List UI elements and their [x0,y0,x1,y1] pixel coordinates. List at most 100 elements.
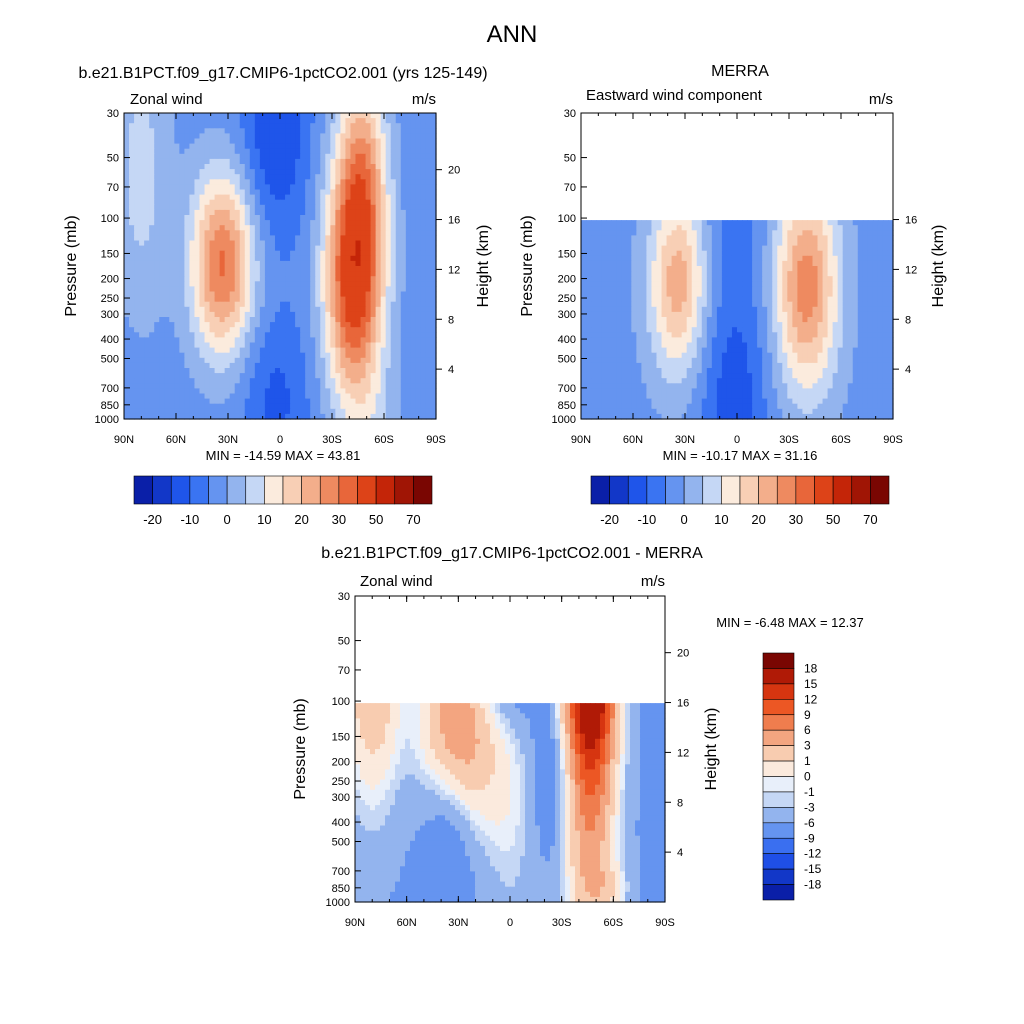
contour-cell [184,332,191,338]
contour-cell [375,306,382,313]
contour-cell [254,113,261,119]
contour-cell [350,225,357,231]
contour-cell [772,220,778,226]
contour-cell [345,301,352,308]
contour-cell [782,245,788,252]
contour-cell [350,291,357,298]
contour-cell [852,306,859,313]
contour-cell [666,286,673,293]
contour-cell [149,373,155,379]
contour-cell [219,373,226,379]
contour-cell [757,225,763,231]
contour-cell [581,286,587,293]
contour-cell [837,291,844,298]
contour-cell [174,215,180,221]
contour-cell [179,158,185,165]
contour-cell [877,301,884,308]
contour-cell [264,276,271,282]
contour-cell [224,408,231,415]
contour-cell [290,230,296,236]
contour-cell [159,337,165,344]
contour-cell [325,209,331,216]
contour-cell [626,306,632,313]
contour-cell [315,260,321,267]
contour-cell [234,220,241,226]
contour-cell [706,266,713,272]
contour-cell [199,413,206,420]
contour-cell [395,403,402,410]
contour-cell [375,342,382,349]
contour-cell [726,240,733,247]
contour-cell [320,408,326,415]
contour-cell [425,123,432,129]
contour-cell [335,383,341,389]
contour-cell [375,230,382,236]
contour-cell [189,362,196,369]
contour-cell [264,362,271,369]
contour-cell [395,327,402,333]
contour-cell [616,271,622,277]
contour-cell [164,342,170,349]
contour-cell [671,306,678,313]
contour-cell [194,230,201,236]
contour-cell [641,245,648,252]
contour-cell [264,357,271,364]
contour-cell [274,271,281,277]
contour-cell [696,225,703,231]
contour-cell [340,301,347,308]
contour-cell [320,189,326,196]
contour-cell [350,352,357,359]
contour-cell [742,266,748,272]
contour-cell [254,240,261,247]
contour-cell [280,215,286,221]
contour-cell [149,209,155,216]
contour-cell [420,317,427,323]
contour-cell [862,225,869,231]
contour-cell [360,189,367,196]
contour-cell [164,413,170,420]
contour-cell [249,281,256,287]
contour-cell [415,322,422,328]
contour-cell [686,271,693,277]
contour-cell [219,260,226,267]
contour-cell [285,199,291,206]
contour-cell [169,148,175,155]
contour-cell [410,240,417,247]
contour-cell [295,393,301,400]
contour-cell [857,306,864,313]
contour-cell [149,143,155,150]
contour-cell [285,393,291,400]
contour-cell [164,306,170,313]
contour-cell [651,281,658,287]
contour-cell [179,413,185,420]
contour-cell [887,235,894,242]
contour-cell [430,383,437,389]
contour-cell [129,276,135,282]
contour-cell [244,373,251,379]
contour-cell [234,138,241,145]
contour-cell [199,250,206,257]
contour-cell [144,174,150,180]
contour-cell [857,276,864,282]
contour-cell [320,143,326,150]
contour-cell [616,220,622,226]
contour-cell [621,276,627,282]
contour-cell [757,245,763,252]
contour-cell [249,373,256,379]
contour-cell [405,133,412,140]
contour-cell [164,230,170,236]
contour-cell [370,158,377,165]
contour-cell [305,322,311,328]
contour-cell [214,398,221,405]
contour-cell [234,184,241,191]
contour-cell [616,276,622,282]
contour-cell [380,311,387,318]
contour-cell [415,342,422,349]
contour-cell [124,398,130,405]
contour-cell [415,393,422,400]
contour-cell [169,240,175,247]
contour-cell [405,276,412,282]
contour-cell [325,220,331,226]
contour-cell [310,352,316,359]
contour-cell [772,235,778,242]
